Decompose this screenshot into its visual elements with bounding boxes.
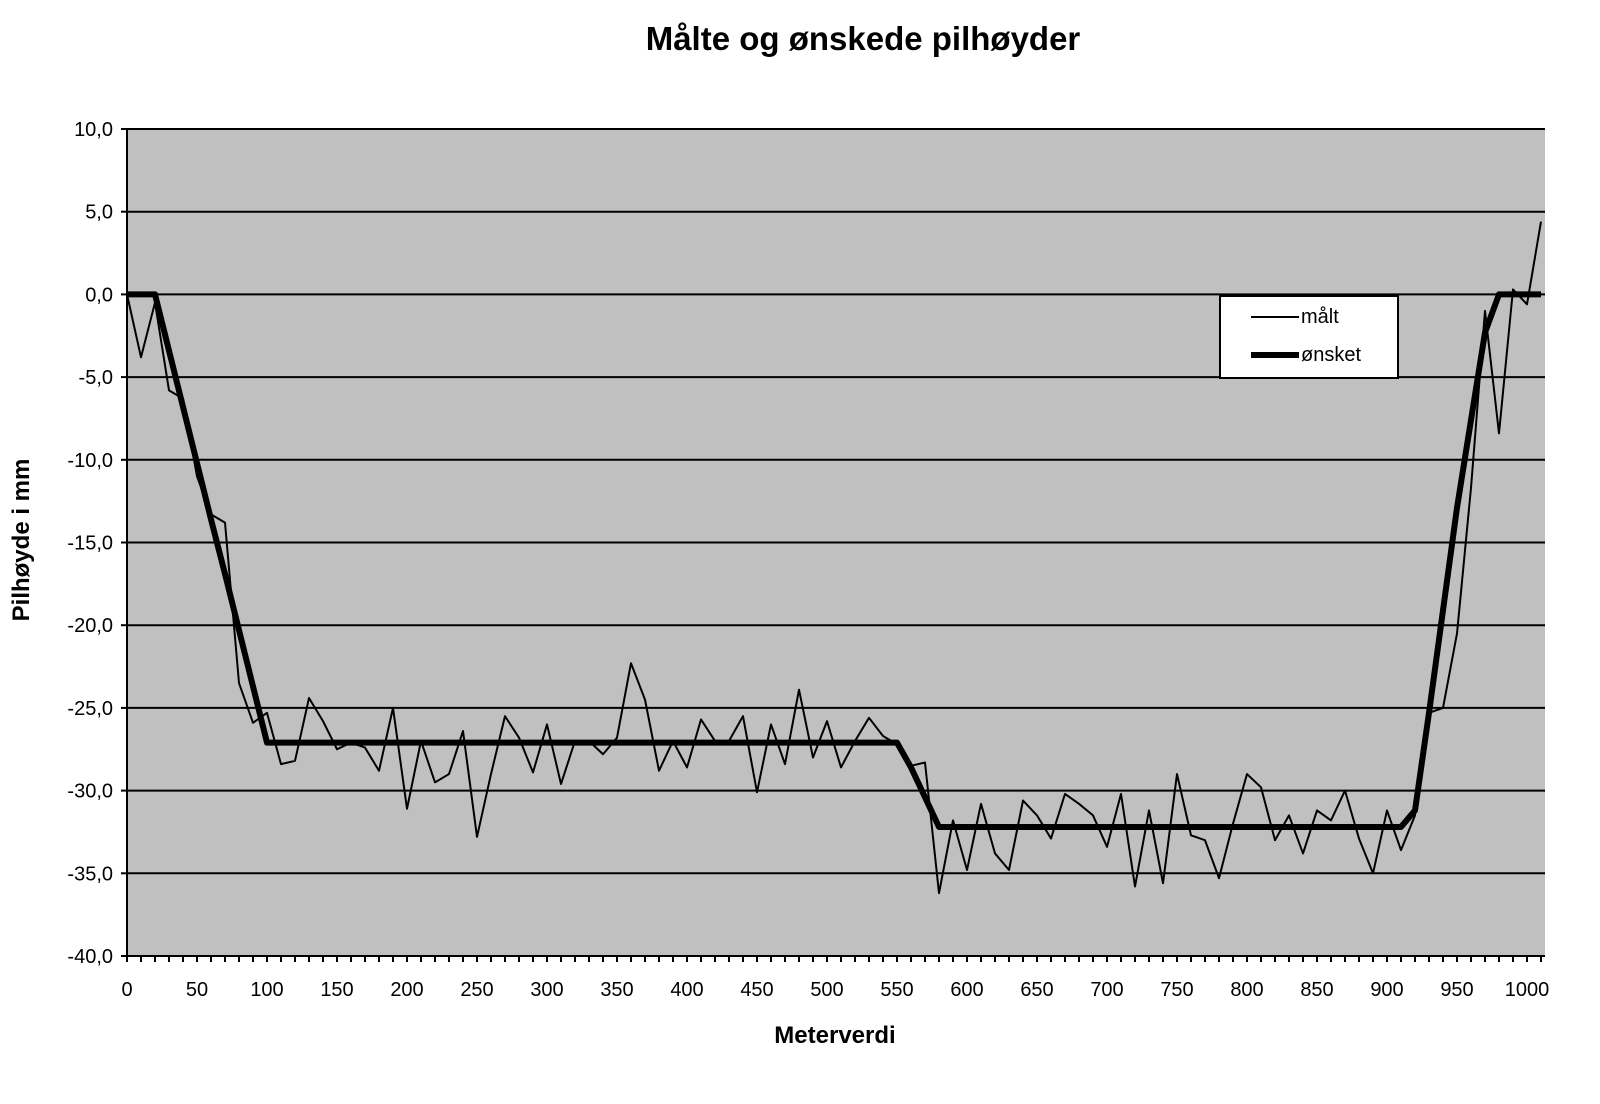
svg-text:-20,0: -20,0 — [67, 615, 113, 637]
svg-text:750: 750 — [1160, 979, 1193, 1001]
svg-text:200: 200 — [390, 979, 423, 1001]
legend-item-malt: målt — [1251, 305, 1339, 328]
svg-text:300: 300 — [530, 979, 563, 1001]
svg-text:100: 100 — [250, 979, 283, 1001]
svg-text:850: 850 — [1300, 979, 1333, 1001]
legend-label: målt — [1301, 305, 1339, 328]
svg-text:0,0: 0,0 — [85, 284, 113, 306]
svg-text:900: 900 — [1370, 979, 1403, 1001]
svg-text:-5,0: -5,0 — [79, 367, 113, 389]
svg-text:350: 350 — [600, 979, 633, 1001]
svg-text:-40,0: -40,0 — [67, 946, 113, 968]
svg-text:400: 400 — [670, 979, 703, 1001]
svg-text:800: 800 — [1230, 979, 1263, 1001]
thick-line-swatch-icon — [1251, 352, 1299, 358]
svg-text:950: 950 — [1440, 979, 1473, 1001]
svg-text:-35,0: -35,0 — [67, 863, 113, 885]
svg-text:10,0: 10,0 — [74, 119, 113, 141]
svg-text:550: 550 — [880, 979, 913, 1001]
svg-text:0: 0 — [121, 979, 132, 1001]
legend-label: ønsket — [1301, 343, 1362, 366]
svg-text:-25,0: -25,0 — [67, 698, 113, 720]
legend-item-onsket: ønsket — [1251, 343, 1362, 366]
thin-line-swatch-icon — [1251, 316, 1299, 318]
axes: 10,0 5,0 0,0 -5,0 -10,0 -15,0 -20,0 -25,0 -30,0 -… — [67, 119, 1549, 1001]
svg-text:1000: 1000 — [1505, 979, 1550, 1001]
svg-text:150: 150 — [320, 979, 353, 1001]
svg-text:-30,0: -30,0 — [67, 781, 113, 803]
svg-text:5,0: 5,0 — [85, 202, 113, 224]
svg-text:250: 250 — [460, 979, 493, 1001]
svg-text:-15,0: -15,0 — [67, 533, 113, 555]
svg-text:700: 700 — [1090, 979, 1123, 1001]
x-axis-label: Meterverdi — [774, 1022, 896, 1049]
legend: målt ønsket — [1219, 295, 1399, 379]
chart-title: Målte og ønskede pilhøyder — [645, 20, 1081, 57]
svg-text:450: 450 — [740, 979, 773, 1001]
svg-text:650: 650 — [1020, 979, 1053, 1001]
svg-text:600: 600 — [950, 979, 983, 1001]
data-series — [126, 221, 1542, 895]
svg-text:-10,0: -10,0 — [67, 450, 113, 472]
svg-text:500: 500 — [810, 979, 843, 1001]
svg-text:50: 50 — [186, 979, 208, 1001]
